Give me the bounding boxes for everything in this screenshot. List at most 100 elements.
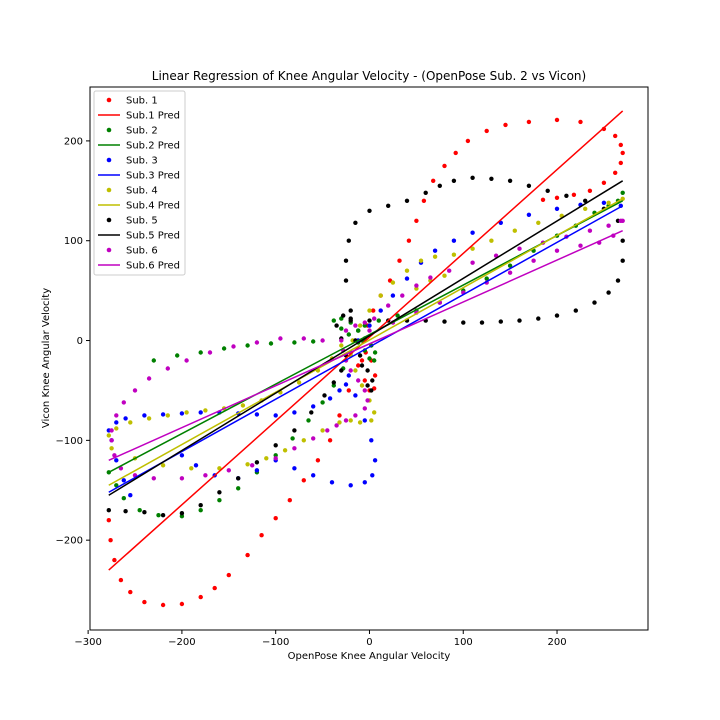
series-4-point [189,466,194,471]
series-1-point [554,117,560,123]
series-1-point [526,119,532,125]
series-1-point [160,602,166,608]
series-4-point [109,446,114,451]
x-tick-label: 200 [547,637,566,648]
series-3-pred-line [108,205,624,493]
legend-marker [106,127,112,133]
series-2-point [395,313,400,318]
series-1-point [301,478,306,483]
series-5-point [346,238,351,243]
series-4-point [160,463,166,468]
series-3-point [526,212,532,217]
series-5-point [339,368,344,373]
series-4-point [451,252,457,257]
series-5-pred-line [108,180,624,496]
series-6-point [353,413,358,418]
series-3-point [346,373,351,378]
series-1-point [406,238,412,243]
series-3-point [470,230,475,235]
series-6-point [311,436,316,441]
series-5-point [357,353,363,358]
series-3-point [369,438,374,443]
legend-label: Sub.2 Pred [126,141,180,152]
series-2-point [114,483,119,488]
series-6-point [184,358,189,363]
series-2-point [331,318,336,323]
series-4-point [378,293,383,298]
series-5-point [573,308,578,313]
series-4-point [320,428,325,433]
series-3-point [273,413,278,418]
series-1-point [431,178,436,183]
plot-area [106,110,625,608]
series-4-point [264,456,269,461]
series-3-point [348,483,353,488]
series-5-point [564,193,569,198]
series-5-point [583,198,588,203]
series-5-point [470,175,475,180]
series-6-point [109,438,114,443]
series-3-point [337,388,342,393]
series-6-point [320,338,325,343]
series-6-point [507,270,513,275]
series-4-point [245,462,250,467]
series-6-point [132,388,138,393]
series-6-point [301,336,306,341]
series-5-point [160,513,166,518]
legend-label: Sub.3 Pred [126,171,180,182]
series-4-point [348,418,353,423]
series-5-point [369,388,374,393]
series-4-point [390,280,396,285]
legend-label: Sub. 5 [126,216,158,227]
series-5-point [423,190,428,195]
series-1-point [346,388,351,393]
series-4-point [357,323,363,328]
series-6-point [114,413,119,418]
series-3-point [142,413,147,418]
series-1-point [112,557,117,563]
chart-title: Linear Regression of Knee Angular Veloci… [152,69,586,83]
series-6-point [334,423,339,428]
series-6-point [146,376,152,381]
series-5-point [106,508,112,513]
series-3-point [329,480,335,485]
x-tick-label: 100 [454,637,473,648]
series-1-point [421,198,427,203]
series-1-point [245,552,250,558]
series-1-point [554,195,560,200]
series-1-point [273,516,278,521]
series-3-point [114,420,119,425]
legend-label: Sub. 2 [126,126,158,137]
series-3-point [311,404,316,409]
y-tick-label: −100 [56,436,83,447]
series-3-point [451,238,457,243]
series-6-point [121,400,127,405]
series-3-point [128,493,133,498]
series-1-point [315,458,321,463]
series-6-point [554,248,560,253]
series-4-point [357,420,363,425]
series-3-point [198,410,203,415]
series-2-point [217,498,222,503]
series-5-point [331,380,336,385]
series-6-point [226,468,231,473]
series-1-point [198,594,203,600]
series-3-point [372,458,378,463]
series-4-point [301,438,306,443]
series-3-point [404,276,410,281]
series-1-point [362,378,367,383]
series-4-point [146,416,152,421]
series-2-point [372,350,378,355]
series-4-point [372,410,377,415]
series-3-point [601,200,607,205]
series-1-point [503,122,508,128]
series-5-point [198,503,203,508]
series-3-point [432,248,438,253]
series-1-point [465,138,471,144]
series-3-point [179,453,185,458]
series-1-point [179,601,185,607]
series-2-point [137,508,142,513]
series-6-point [367,328,372,333]
series-5-point [341,313,346,318]
series-6-point [362,406,367,411]
